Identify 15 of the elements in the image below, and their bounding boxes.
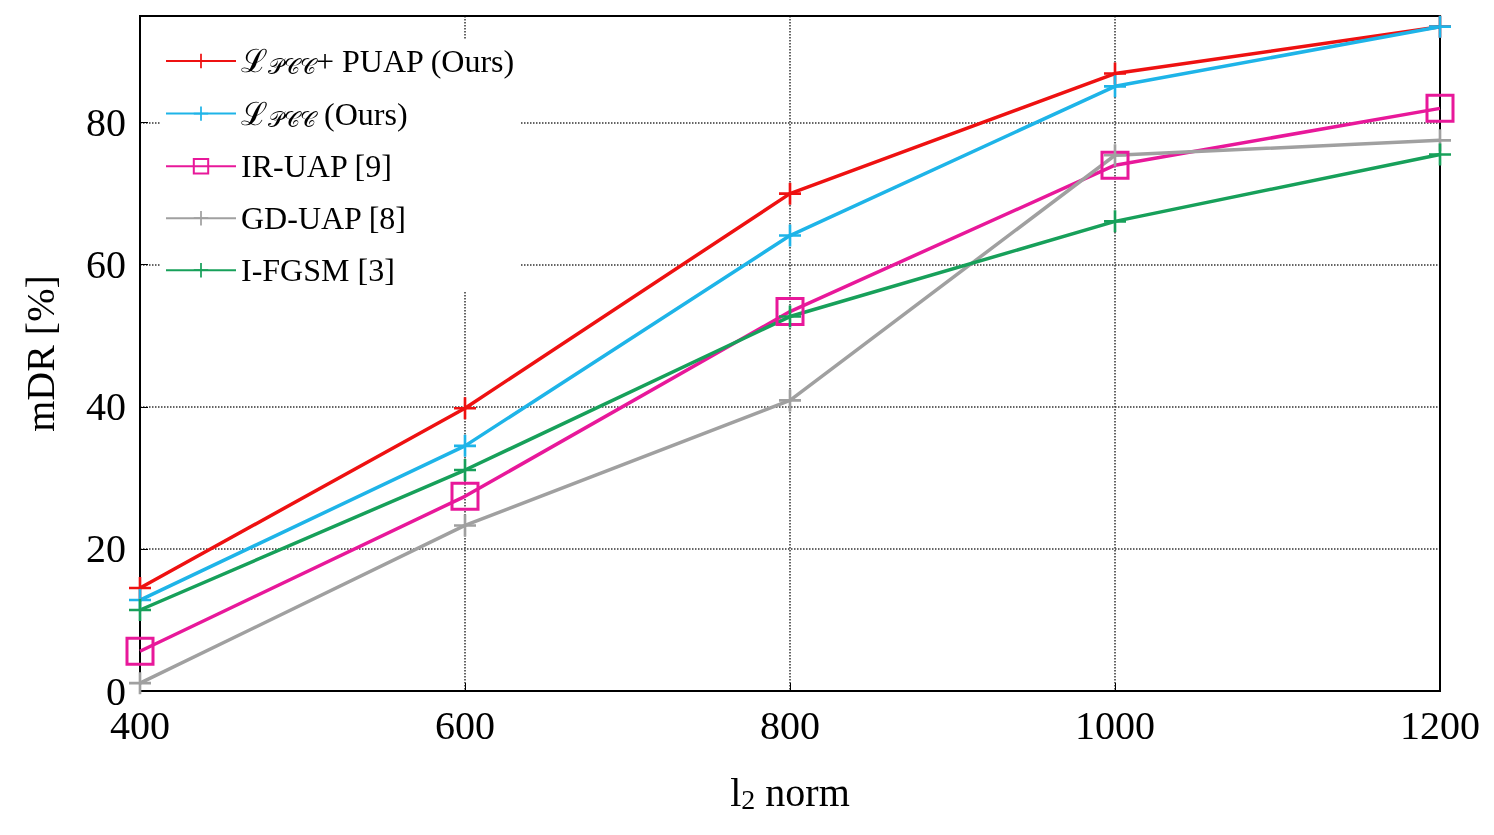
x-tick-label: 1200 <box>1400 702 1480 748</box>
legend-label: IR-UAP [9] <box>241 148 392 185</box>
legend-label: ℒ𝒫𝒞𝒞 (Ours) <box>241 95 408 132</box>
x-tick-label: 600 <box>435 702 495 748</box>
legend-label: I-FGSM [3] <box>241 252 395 289</box>
legend-label: GD-UAP [8] <box>241 200 407 237</box>
x-axis-title: l2 norm <box>730 769 850 815</box>
y-tick-label: 80 <box>86 100 126 146</box>
x-tick-label: 1000 <box>1075 702 1155 748</box>
x-tick-label: 800 <box>760 702 820 748</box>
y-tick-label: 20 <box>86 526 126 572</box>
y-axis-title: mDR [%] <box>17 275 63 432</box>
legend-label: ℒ𝒫𝒞𝒞+ PUAP (Ours) <box>241 43 515 80</box>
y-tick-label: 40 <box>86 384 126 430</box>
y-tick-label: 60 <box>86 242 126 288</box>
